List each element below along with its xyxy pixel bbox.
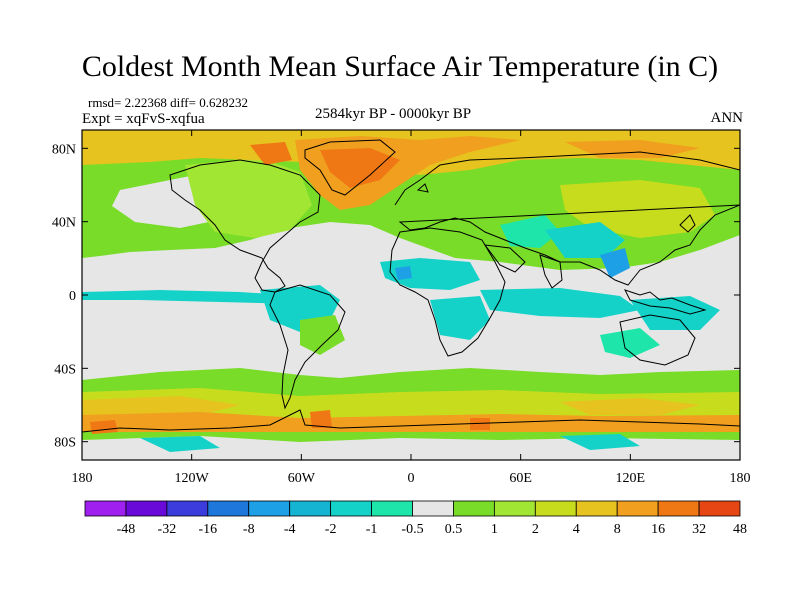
colorbar: -48 -32 -16 -8 -4 -2 -1 -0.5 0.5 1 2 4 8 16 32 48 <box>84 500 747 537</box>
season-label: ANN <box>710 110 744 126</box>
lon-tick-label: 180 <box>72 471 93 486</box>
colorbar-label: -8 <box>243 522 255 537</box>
colorbar-label: 2 <box>532 522 539 537</box>
colorbar-label: 4 <box>573 522 580 537</box>
period-label: 2584kyr BP - 0000kyr BP <box>315 106 472 122</box>
colorbar-label: -1 <box>366 522 378 537</box>
lon-tick-label: 120W <box>175 471 210 486</box>
australia-coast <box>619 314 696 366</box>
greenland-coast <box>304 139 396 196</box>
anomaly-field <box>82 130 740 460</box>
arabia-india-coast <box>483 244 563 289</box>
antarctica-coast <box>82 409 740 433</box>
antarctica-cyan-1 <box>140 436 220 452</box>
colorbar-label: -4 <box>284 522 296 537</box>
lat-tick-label: 80S <box>54 436 76 451</box>
south-america-coast <box>269 284 346 410</box>
tibet-cyan <box>545 222 625 258</box>
lon-tick-label: 60W <box>288 471 316 486</box>
lat-axis: 80N 40N 0 40S 80S <box>52 142 740 451</box>
colorbar-swatch <box>575 500 618 517</box>
central-africa-cyan <box>430 296 490 340</box>
colorbar-swatch <box>330 500 372 517</box>
greenland-darkorange <box>320 148 400 188</box>
colorbar-swatch <box>534 500 577 517</box>
lon-tick-label: 60E <box>509 471 532 486</box>
lat-tick-label: 40N <box>52 216 76 231</box>
indian-ocean-cyan <box>480 288 640 318</box>
antarctica-cyan-2 <box>560 434 640 450</box>
colorbar-label: 8 <box>614 522 621 537</box>
colorbar-swatch <box>207 500 250 517</box>
south-america-green <box>300 315 345 355</box>
siberia-orange <box>565 140 700 158</box>
antarctic-spot-3 <box>470 418 490 430</box>
colorbar-label: -32 <box>158 522 177 537</box>
maritime-continent-cyan <box>630 296 720 330</box>
colorbar-swatch <box>616 500 659 517</box>
colorbar-swatch <box>453 500 495 517</box>
southern-ocean-yellow-e <box>560 398 700 415</box>
lon-axis: 180 120W 60W 0 60E 120E 180 <box>72 130 751 486</box>
colorbar-swatch <box>493 500 536 517</box>
antarctic-spot-2 <box>310 410 332 428</box>
north-america-yellowgreen <box>185 158 312 238</box>
colorbar-swatch <box>289 500 332 517</box>
sahel-cyan <box>380 258 480 290</box>
colorbar-label: 1 <box>491 522 498 537</box>
australia-teal <box>600 328 660 358</box>
coastlines <box>82 139 740 433</box>
africa-coast <box>389 227 506 357</box>
plot-title: Coldest Month Mean Surface Air Temperatu… <box>81 50 719 83</box>
colorbar-swatch <box>125 500 168 517</box>
antarctic-spot-1 <box>90 420 118 434</box>
west-africa-blue <box>395 266 412 280</box>
colorbar-swatch <box>371 500 413 517</box>
mideast-teal <box>500 215 560 248</box>
colorbar-swatch <box>248 500 291 517</box>
lon-tick-label: 180 <box>730 471 751 486</box>
canada-archipelago-darkorange <box>250 142 292 165</box>
lat-tick-label: 80N <box>52 142 76 157</box>
colorbar-swatch <box>657 500 700 517</box>
stats-label: rmsd= 2.22368 diff= 0.628232 <box>88 95 248 110</box>
colorbar-label: -2 <box>325 522 337 537</box>
colorbar-swatch <box>412 500 454 517</box>
colorbar-label: -0.5 <box>401 522 423 537</box>
colorbar-swatch <box>84 500 127 517</box>
lon-tick-label: 0 <box>408 471 415 486</box>
islands-coast <box>416 183 696 233</box>
lat-tick-label: 0 <box>69 289 76 304</box>
colorbar-label: 32 <box>692 522 706 537</box>
colorbar-label: 48 <box>733 522 747 537</box>
lon-tick-label: 120E <box>616 471 646 486</box>
colorbar-swatch <box>698 500 741 517</box>
colorbar-swatch <box>166 500 209 517</box>
colorbar-label: 0.5 <box>445 522 463 537</box>
colorbar-label: -16 <box>198 522 217 537</box>
colorbar-label: -48 <box>117 522 136 537</box>
lat-tick-label: 40S <box>54 362 76 377</box>
colorbar-label: 16 <box>651 522 665 537</box>
indonesia-coast <box>624 289 707 315</box>
indochina-blue <box>600 248 630 278</box>
north-america-coast <box>169 159 321 293</box>
experiment-label: Expt = xqFvS-xqfua <box>82 111 205 127</box>
